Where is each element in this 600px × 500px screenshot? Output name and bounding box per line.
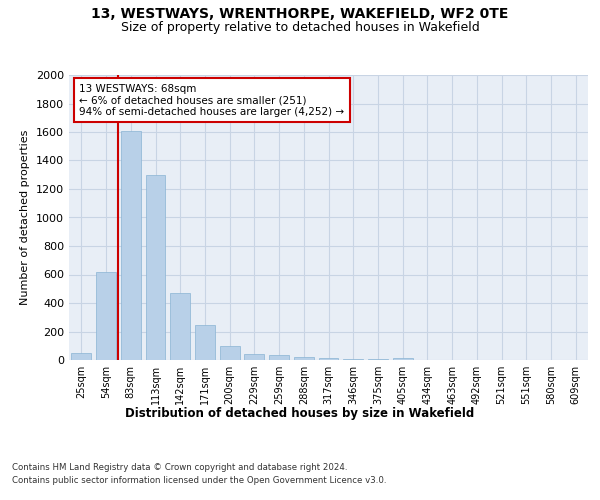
- Bar: [244, 354, 264, 360]
- Text: Size of property relative to detached houses in Wakefield: Size of property relative to detached ho…: [121, 21, 479, 34]
- Text: Contains HM Land Registry data © Crown copyright and database right 2024.: Contains HM Land Registry data © Crown c…: [12, 462, 347, 471]
- Bar: [195, 325, 215, 360]
- Text: 13, WESTWAYS, WRENTHORPE, WAKEFIELD, WF2 0TE: 13, WESTWAYS, WRENTHORPE, WAKEFIELD, WF2…: [91, 8, 509, 22]
- Bar: [269, 355, 289, 360]
- Bar: [121, 130, 140, 360]
- Text: Contains public sector information licensed under the Open Government Licence v3: Contains public sector information licen…: [12, 476, 386, 485]
- Bar: [343, 358, 363, 360]
- Bar: [96, 272, 116, 360]
- Bar: [368, 359, 388, 360]
- Y-axis label: Number of detached properties: Number of detached properties: [20, 130, 31, 305]
- Bar: [393, 358, 413, 360]
- Text: Distribution of detached houses by size in Wakefield: Distribution of detached houses by size …: [125, 408, 475, 420]
- Bar: [294, 357, 314, 360]
- Bar: [220, 346, 239, 360]
- Bar: [319, 358, 338, 360]
- Bar: [170, 293, 190, 360]
- Text: 13 WESTWAYS: 68sqm
← 6% of detached houses are smaller (251)
94% of semi-detache: 13 WESTWAYS: 68sqm ← 6% of detached hous…: [79, 84, 344, 116]
- Bar: [71, 353, 91, 360]
- Bar: [146, 175, 166, 360]
